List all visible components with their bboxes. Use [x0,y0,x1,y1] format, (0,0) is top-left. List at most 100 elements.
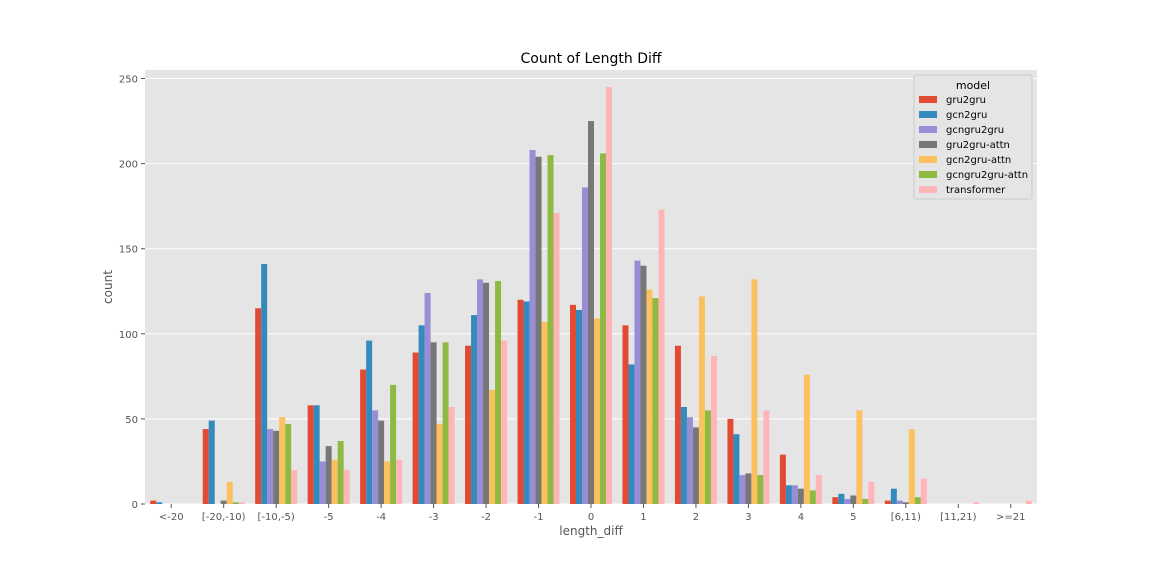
bar-gcngru2gru-10 [686,417,693,504]
bar-gcn2gru-0 [156,502,163,504]
bar-gcn2gru-14 [890,488,897,504]
legend-swatch-gcn2gru [919,111,937,118]
bar-gcn2gru-12 [785,485,792,504]
x-tick-label: -2 [481,512,491,523]
legend-label: gru2gru-attn [946,140,1010,151]
bar-gcn2gru-7 [523,301,530,504]
legend-swatch-gru2gru [919,96,937,103]
bar-gru2gru-11 [727,418,734,504]
y-tick-label: 250 [119,75,138,86]
bar-gru2gru-4 [360,369,367,504]
x-tick-label: [6,11) [891,512,921,523]
legend-label: gcngru2gru-attn [946,170,1028,181]
bar-gru2gru-0 [150,500,157,504]
legend: model gru2gru gcn2gru gcngru2gru gru2gru-at… [913,74,1033,200]
bar-transformer-11 [763,410,770,504]
bar-gcn2gru-attn-13 [856,410,863,504]
legend-label: gcngru2gru [946,125,1004,136]
legend-label: gcn2gru [946,110,987,121]
bar-gcngru2gru-attn-14 [914,497,921,504]
legend-items: gru2gru gcn2gru gcngru2gru gru2gru-attn gcn2… [919,95,1028,196]
x-tick-label: 1 [640,512,646,523]
bar-gru2gru-attn-6 [483,282,490,504]
bar-gcngru2gru-13 [844,498,851,504]
bar-gcn2gru-11 [733,434,740,504]
bar-transformer-9 [658,209,665,504]
x-tick-label: 2 [693,512,699,523]
bar-gcngru2gru-6 [477,279,484,504]
bar-gru2gru-attn-3 [325,446,332,504]
bar-gru2gru-attn-8 [588,121,594,504]
bar-gru2gru-attn-12 [797,488,804,504]
bar-transformer-2 [291,469,298,504]
bar-gcngru2gru-attn-1 [232,502,239,504]
bar-gcn2gru-3 [313,405,320,504]
legend-swatch-gcngru2gru-attn [919,171,937,178]
bar-gru2gru-attn-9 [640,265,647,504]
bar-gcngru2gru-attn-13 [862,498,869,504]
y-tick-label: 150 [119,245,138,256]
bar-gcn2gru-5 [418,325,425,504]
bar-gcngru2gru-7 [529,149,536,504]
chart-title: Count of Length Diff [520,51,661,67]
bar-gcn2gru-attn-2 [279,417,286,504]
bar-gru2gru-attn-11 [745,473,752,504]
x-tick-label: -3 [429,512,439,523]
x-axis-label: length_diff [559,524,623,538]
bar-gcn2gru-9 [628,364,635,504]
bar-gru2gru-attn-10 [692,427,699,504]
bar-gru2gru-attn-13 [850,495,857,504]
bar-gcn2gru-attn-14 [908,429,915,504]
bar-gru2gru-attn-1 [220,500,227,504]
bar-gcngru2gru-3 [319,461,326,504]
y-tick-label: 0 [132,500,138,511]
bar-gcngru2gru-4 [372,410,379,504]
bar-gcngru2gru-attn-9 [652,298,659,504]
bar-gcn2gru-attn-4 [384,461,391,504]
bar-gcn2gru-attn-6 [489,389,496,504]
bar-gru2gru-14 [884,500,891,504]
bar-gru2gru-attn-7 [535,156,542,505]
bar-gcngru2gru-attn-12 [809,490,816,504]
bar-transformer-7 [553,212,560,504]
x-tick-label: >=21 [996,512,1025,523]
y-tick-label: 200 [119,160,138,171]
bar-gcngru2gru-8 [582,187,589,504]
bar-gcngru2gru-attn-11 [757,475,764,504]
x-tick-label: -5 [324,512,334,523]
x-tick-label: [-20,-10) [202,512,246,523]
bar-gcngru2gru-attn-10 [704,410,711,504]
bar-transformer-13 [868,481,875,504]
legend-swatch-gcn2gru-attn [919,156,937,163]
y-tick-label: 100 [119,330,138,341]
bar-gcngru2gru-attn-2 [285,424,292,504]
bar-transformer-3 [343,469,350,504]
bar-gcn2gru-attn-5 [436,424,443,504]
legend-title: model [956,79,990,92]
bar-gcn2gru-attn-8 [593,318,600,504]
bar-gru2gru-1 [202,429,209,504]
bar-gru2gru-9 [622,325,629,504]
legend-label: gru2gru [946,95,986,106]
x-tick-label: -1 [534,512,544,523]
bar-gcn2gru-4 [366,340,373,504]
bar-gcn2gru-8 [576,309,583,504]
bar-gru2gru-5 [412,352,419,504]
bar-gcn2gru-attn-7 [541,321,548,504]
bar-transformer-12 [815,475,822,504]
bar-gru2gru-attn-4 [378,420,385,504]
bar-gru2gru-attn-5 [430,342,437,504]
bar-gcngru2gru-9 [634,260,641,504]
bar-gcn2gru-attn-11 [751,279,758,504]
bar-gcngru2gru-14 [896,500,903,504]
bar-gcngru2gru-attn-6 [495,281,502,504]
bar-gcn2gru-attn-1 [226,481,233,504]
bar-gru2gru-3 [307,405,314,504]
bar-transformer-14 [920,478,927,504]
bar-transformer-4 [396,459,403,504]
legend-swatch-transformer [919,186,937,193]
bar-gcn2gru-1 [208,420,215,504]
bar-transformer-1 [238,502,245,504]
x-tick-label: 0 [588,512,594,523]
